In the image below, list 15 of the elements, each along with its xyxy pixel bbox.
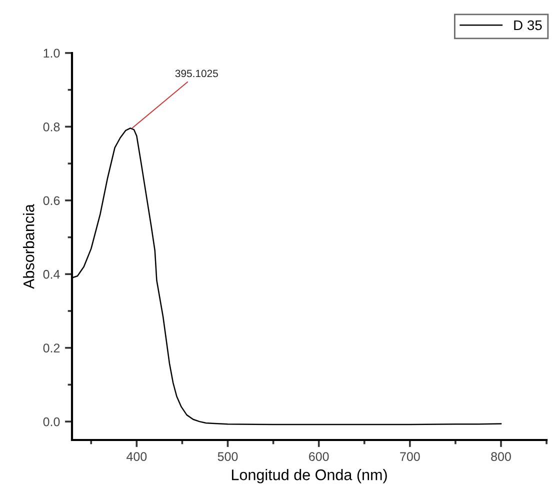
annotation: 395.1025 [175, 70, 218, 78]
x-tick-label: 800 [491, 452, 511, 461]
x-tick-label: 700 [400, 452, 420, 461]
y-axis-title: Absorbancia [23, 204, 34, 289]
x-axis-title: Longitud de Onda (nm) [232, 469, 387, 484]
y-tick-label: 0.6 [43, 196, 60, 206]
y-tick-label: 0.0 [43, 417, 60, 426]
x-tick-label: 600 [309, 452, 329, 461]
x-tick-label: 400 [126, 452, 147, 461]
y-tick-label: 1.0 [44, 48, 60, 58]
y-tick-label: 0.8 [43, 122, 60, 132]
x-tick-label: 500 [218, 452, 238, 461]
y-tick-label: 0.2 [43, 344, 60, 352]
y-tick-label: 0.4 [43, 270, 60, 279]
legend-label: D 35 [514, 20, 542, 30]
